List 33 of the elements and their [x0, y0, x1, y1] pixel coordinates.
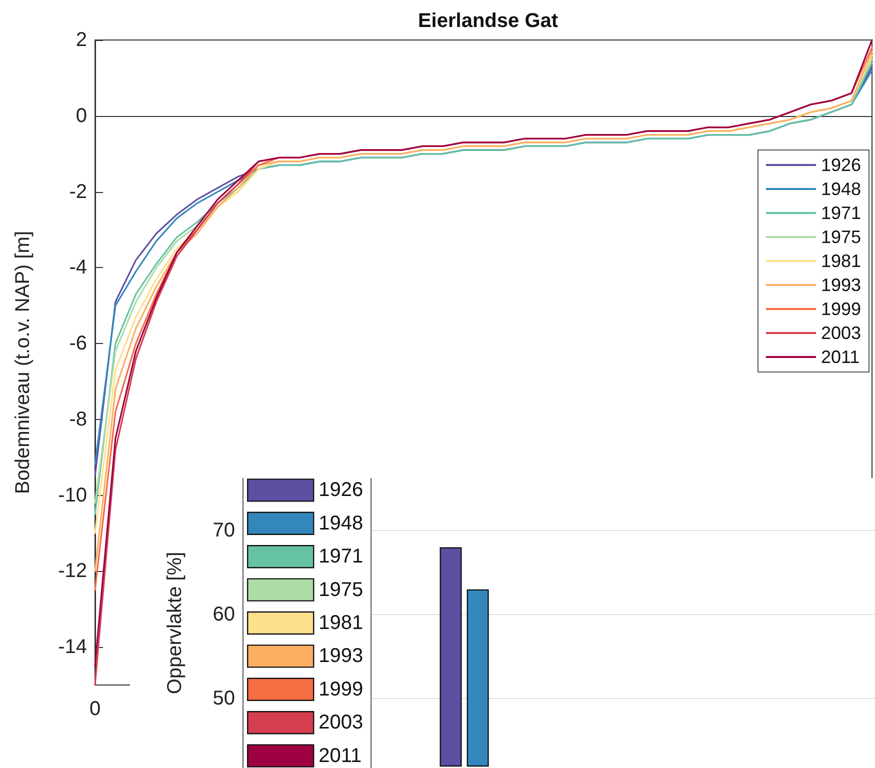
legend-label: 1981	[318, 612, 364, 634]
legend-label: 1975	[318, 578, 364, 601]
y-tick-label: 60	[212, 604, 235, 626]
legend-label: 1948	[820, 179, 862, 199]
y-tick-label: 0	[76, 104, 87, 127]
legend-label: 1971	[318, 546, 364, 568]
y-tick-label: -14	[58, 636, 87, 658]
legend-label: 2011	[820, 347, 860, 367]
legend-label: 1926	[820, 155, 862, 175]
y-tick-label: -6	[69, 332, 87, 355]
y-tick-label: 70	[212, 519, 235, 542]
legend-label: 1948	[318, 512, 364, 534]
legend-label: 1993	[820, 275, 862, 295]
y-tick-label: -4	[69, 256, 87, 279]
legend-label: 1999	[820, 299, 862, 319]
legend-label: 1999	[318, 678, 364, 700]
chart-title: Eierlandse Gat	[418, 10, 558, 32]
y-tick-label: -12	[58, 560, 87, 582]
legend-label: 2011	[318, 744, 362, 767]
y-tick-label: -8	[69, 408, 87, 430]
y-tick-label: -2	[69, 180, 87, 203]
y-axis-title: Oppervlakte [%]	[164, 552, 186, 694]
y-tick-label: 50	[212, 688, 235, 710]
legend-label: 1975	[820, 227, 862, 247]
legend-label: 1993	[318, 645, 364, 668]
legend-label: 2003	[820, 323, 862, 343]
legend-label: 1971	[820, 203, 862, 223]
y-tick-label: -10	[58, 484, 87, 506]
legend-label: 1926	[318, 479, 364, 502]
y-axis-title: Bodemniveau (t.o.v. NAP) [m]	[12, 230, 34, 494]
legend-label: 1981	[820, 251, 862, 271]
legend-label: 2003	[318, 712, 364, 734]
y-tick-label: 2	[76, 29, 87, 51]
